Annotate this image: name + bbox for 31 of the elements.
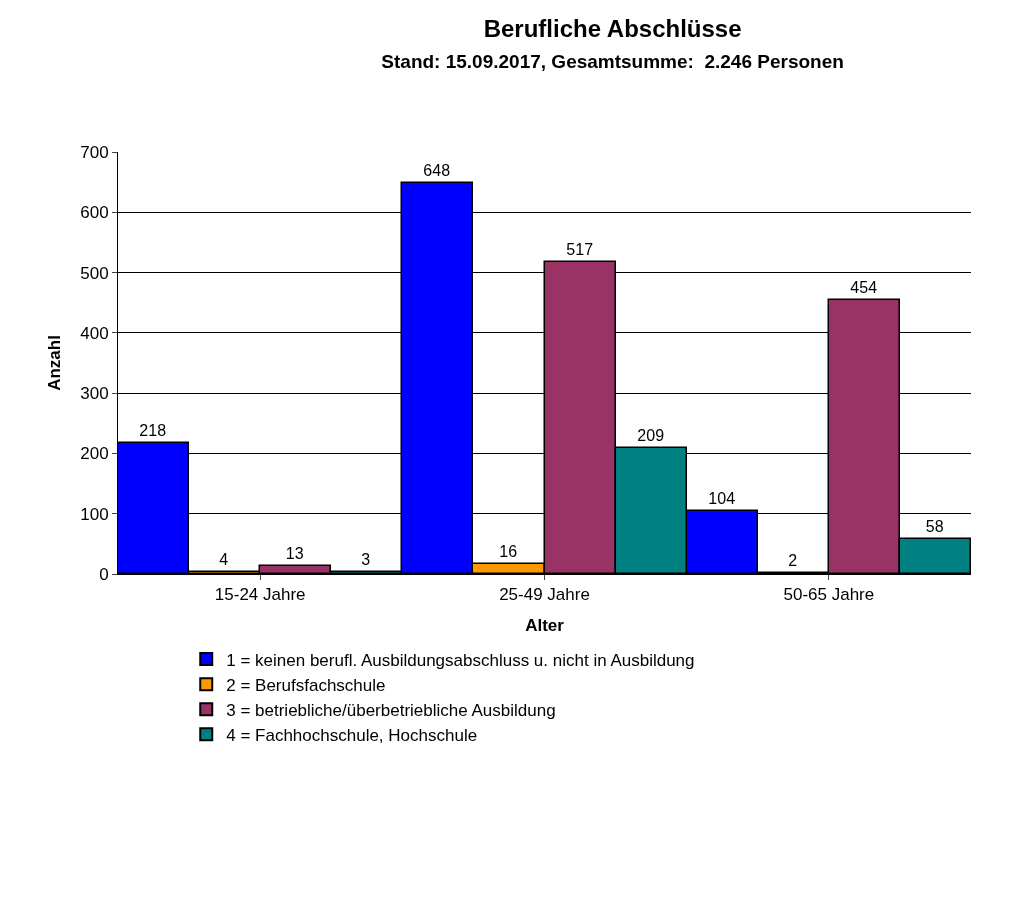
x-axis-title: Alter [525, 615, 565, 635]
legend-label: 2 = Berufsfachschule [226, 675, 386, 695]
y-tick-label: 500 [80, 263, 109, 283]
y-tick-label: 200 [80, 444, 109, 464]
chart-title: Berufliche Abschlüsse [483, 14, 742, 42]
y-tick-label: 400 [80, 323, 109, 343]
data-label: 16 [499, 543, 518, 561]
legend-label: 4 = Fachhochschule, Hochschule [226, 726, 478, 745]
y-tick-label: 600 [80, 203, 109, 223]
data-label: 517 [566, 241, 594, 259]
x-tick-label: 25-49 Jahre [499, 585, 590, 605]
data-label: 58 [925, 518, 944, 536]
data-label: 3 [361, 551, 371, 569]
y-tick-label: 700 [80, 142, 109, 162]
data-label: 209 [637, 427, 665, 445]
data-label: 2 [788, 552, 798, 570]
legend-label: 3 = betriebliche/überbetriebliche Ausbildung [226, 700, 556, 720]
y-tick-label: 300 [80, 384, 109, 404]
y-tick-label: 0 [99, 564, 109, 584]
data-label: 13 [285, 545, 304, 563]
data-label: 648 [423, 162, 451, 180]
data-label: 104 [708, 490, 736, 508]
chart-subtitle: Stand: 15.09.2017, Gesamtsumme: 2.246 Personen [381, 50, 844, 72]
data-label: 4 [219, 551, 229, 569]
y-tick-label: 100 [80, 504, 109, 524]
x-tick-label: 50-65 Jahre [783, 585, 875, 605]
y-axis-title: Anzahl [44, 335, 64, 391]
data-label: 454 [850, 279, 878, 297]
data-label: 218 [139, 422, 167, 440]
x-tick-label: 15-24 Jahre [214, 585, 306, 605]
legend-label: 1 = keinen berufl. Ausbildungsabschluss u. nicht in Ausbildung [226, 650, 695, 670]
